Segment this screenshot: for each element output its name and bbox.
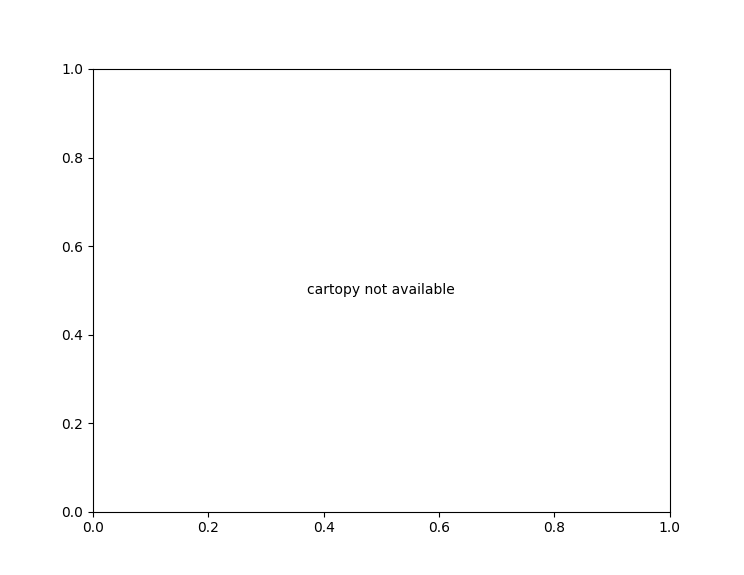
Text: cartopy not available: cartopy not available [307,283,455,297]
